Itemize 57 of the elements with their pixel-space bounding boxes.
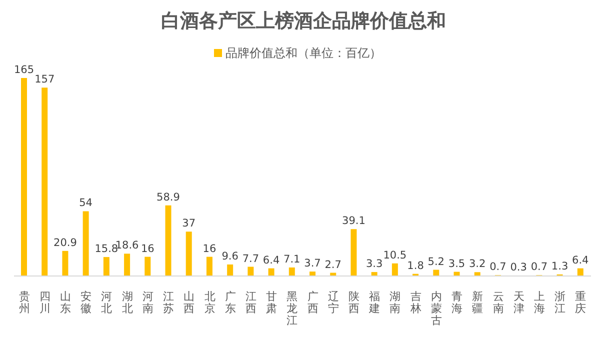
data-label: 1.3 bbox=[551, 260, 568, 272]
data-label: 10.5 bbox=[383, 249, 407, 262]
x-tick-label: 湖南 bbox=[390, 290, 401, 315]
x-tick-label: 河北 bbox=[101, 290, 112, 315]
x-tick-label: 青海 bbox=[452, 290, 463, 315]
x-tick-label: 北京 bbox=[204, 290, 216, 315]
x-tick-label: 吉林 bbox=[409, 290, 422, 315]
data-label: 39.1 bbox=[342, 215, 366, 228]
data-label: 0.7 bbox=[490, 261, 506, 274]
x-tick-label: 山东 bbox=[60, 290, 72, 315]
chart-title: 白酒各产区上榜酒企品牌价值总和 bbox=[160, 9, 447, 34]
x-tick-label: 辽宁 bbox=[328, 290, 339, 315]
x-tick-label: 江苏 bbox=[163, 290, 174, 315]
data-label: 16 bbox=[140, 242, 155, 255]
data-label: 15.8 bbox=[94, 243, 118, 256]
x-tick-label: 河南 bbox=[142, 290, 154, 315]
x-tick-label: 天津 bbox=[513, 290, 524, 315]
x-tick-label: 福建 bbox=[368, 290, 380, 315]
x-tick-label: 新疆 bbox=[472, 290, 484, 315]
x-tick-label: 内蒙古 bbox=[430, 290, 442, 327]
data-label: 3.2 bbox=[469, 258, 486, 270]
x-tick-label: 贵州 bbox=[18, 290, 30, 315]
data-label: 6.4 bbox=[572, 254, 590, 266]
data-label: 9.6 bbox=[222, 250, 239, 262]
data-label: 58.9 bbox=[156, 191, 180, 204]
data-label: 5.2 bbox=[428, 256, 444, 268]
data-label: 37 bbox=[182, 218, 196, 230]
data-label: 157 bbox=[34, 74, 55, 86]
data-label: 2.7 bbox=[324, 258, 342, 271]
x-tick-label: 山西 bbox=[184, 290, 195, 315]
data-label: 7.1 bbox=[284, 253, 300, 266]
x-tick-label: 陕西 bbox=[348, 290, 360, 315]
x-tick-label: 黑龙江 bbox=[286, 290, 298, 327]
x-tick-label: 安徽 bbox=[80, 290, 92, 315]
x-tick-label: 云南 bbox=[492, 290, 504, 315]
data-label: 6.4 bbox=[262, 254, 280, 266]
x-tick-label: 湖北 bbox=[122, 290, 133, 315]
data-label: 54 bbox=[79, 197, 93, 210]
data-label: 0.3 bbox=[510, 262, 527, 274]
x-tick-label: 重庆 bbox=[575, 290, 586, 315]
data-label: 0.7 bbox=[530, 261, 548, 274]
data-label: 3.7 bbox=[304, 258, 321, 270]
x-tick-label: 广西 bbox=[307, 290, 318, 315]
x-tick-label: 浙江 bbox=[554, 290, 566, 315]
data-label: 3.5 bbox=[448, 258, 466, 270]
data-label: 7.7 bbox=[242, 252, 260, 265]
data-label: 165 bbox=[14, 64, 34, 76]
data-label: 16 bbox=[202, 242, 216, 255]
x-tick-label: 广东 bbox=[224, 290, 236, 315]
x-tick-label: 四川 bbox=[39, 290, 50, 315]
data-label: 3.3 bbox=[366, 258, 383, 270]
x-tick-label: 上海 bbox=[534, 290, 545, 315]
data-label: 20.9 bbox=[54, 236, 77, 249]
data-label: 1.8 bbox=[407, 260, 424, 272]
x-tick-label: 江西 bbox=[245, 290, 256, 315]
legend-label: 品牌价值总和（单位：百亿） bbox=[226, 46, 382, 60]
x-tick-label: 甘肃 bbox=[266, 290, 278, 315]
